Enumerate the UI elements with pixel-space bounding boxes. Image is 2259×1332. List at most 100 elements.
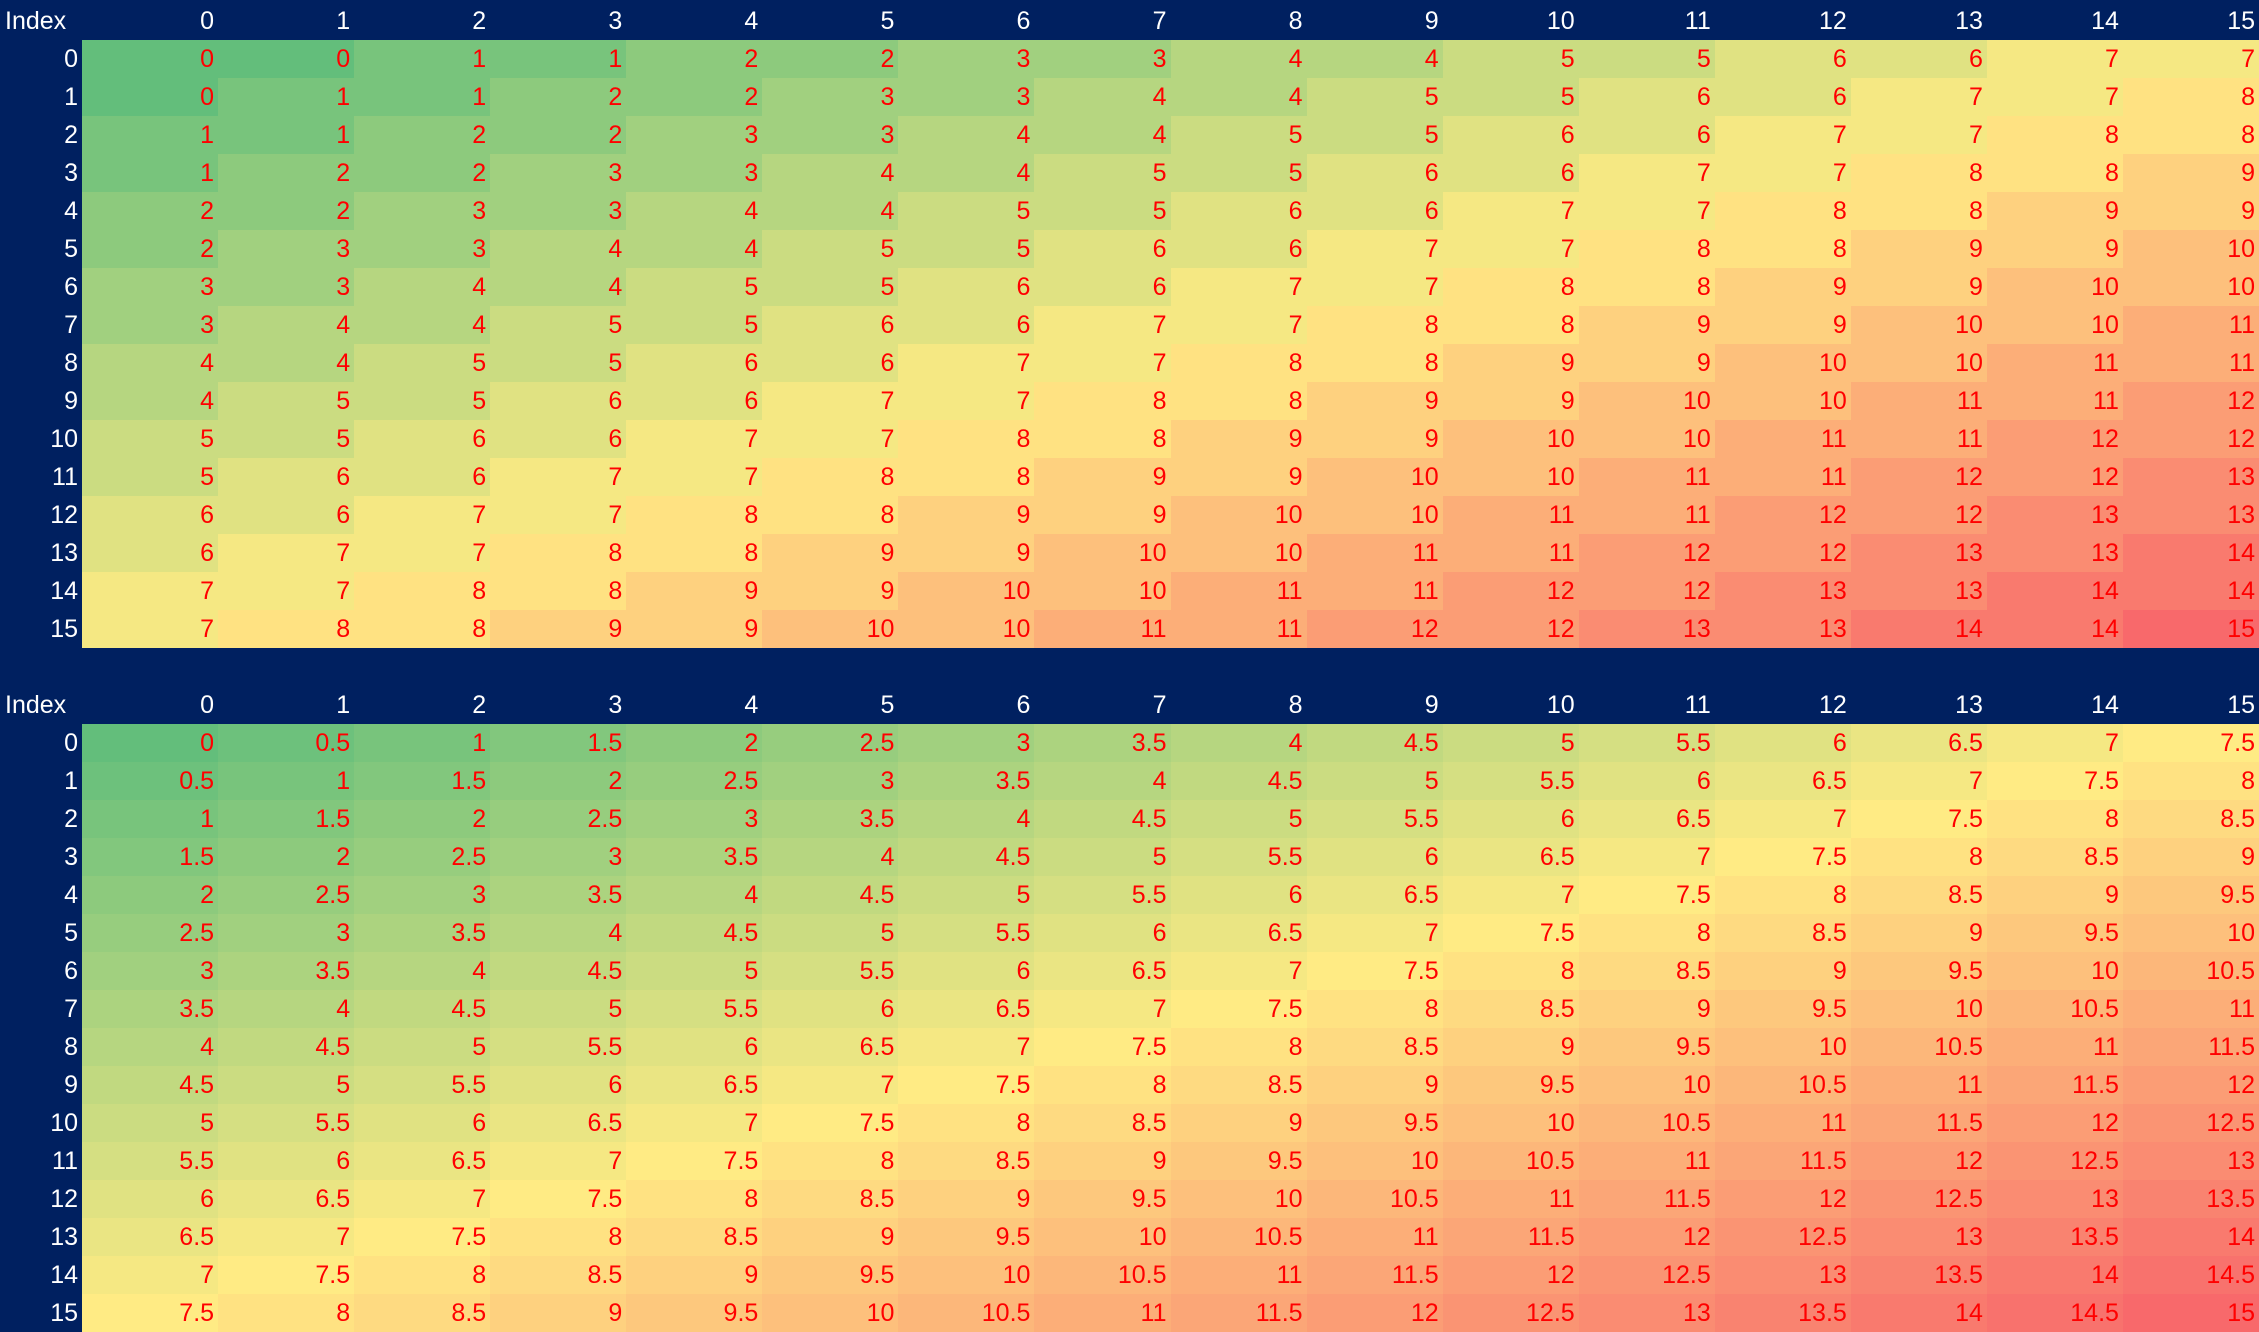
- heatmap-cell: 4: [898, 116, 1035, 154]
- heatmap-cell: 10: [2122, 230, 2259, 268]
- heatmap-cell: 6: [1578, 116, 1715, 154]
- heatmap-cell: 7: [1306, 914, 1443, 952]
- heatmap-cell: 7: [354, 496, 491, 534]
- heatmap-cell: 1: [218, 762, 355, 800]
- column-header: 14: [2091, 691, 2119, 719]
- heatmap-cell: 8: [1034, 1066, 1171, 1104]
- heatmap-cell: 4: [762, 192, 899, 230]
- heatmap-cell: 14: [1986, 610, 2123, 648]
- heatmap-cell: 3: [626, 800, 763, 838]
- row-header: 5: [64, 235, 78, 263]
- heatmap-cell: 9.5: [1714, 990, 1851, 1028]
- heatmap-cell: 6.5: [1034, 952, 1171, 990]
- heatmap-cell: 3: [82, 952, 219, 990]
- heatmap-cell: 5.5: [82, 1142, 219, 1180]
- heatmap-cell: 11: [1986, 344, 2123, 382]
- column-header: 7: [1152, 7, 1167, 35]
- heatmap-cell: 7: [898, 344, 1035, 382]
- heatmap-cell: 4.5: [1170, 762, 1307, 800]
- heatmap-cell: 7: [762, 420, 899, 458]
- heatmap-cell: 7: [1986, 78, 2123, 116]
- heatmap-cell: 5: [1578, 40, 1715, 78]
- heatmap-cell: 8: [490, 534, 627, 572]
- heatmap-cell: 10: [762, 610, 899, 648]
- heatmap-cell: 6: [1034, 230, 1171, 268]
- heatmap-cell: 9: [1578, 990, 1715, 1028]
- heatmap-cell: 9: [762, 572, 899, 610]
- heatmap-cell: 11: [2122, 306, 2259, 344]
- heatmap-cell: 3: [82, 306, 219, 344]
- row-header: 14: [50, 1261, 78, 1289]
- heatmap-cell: 9.5: [1442, 1066, 1579, 1104]
- heatmap-cell: 8.5: [354, 1294, 491, 1332]
- heatmap-cell: 11: [1442, 1180, 1579, 1218]
- heatmap-cell: 3.5: [354, 914, 491, 952]
- heatmap-cell: 7: [354, 1180, 491, 1218]
- heatmap-cell: 4: [82, 1028, 219, 1066]
- heatmap-cell: 6: [354, 458, 491, 496]
- heatmap-cell: 9: [1306, 420, 1443, 458]
- heatmap-cell: 13: [2122, 458, 2259, 496]
- heatmap-cell: 5: [82, 458, 219, 496]
- heatmap-cell: 12: [1578, 572, 1715, 610]
- heatmap-cell: 1.5: [82, 838, 219, 876]
- heatmap-cell: 5: [1442, 724, 1579, 762]
- heatmap-cell: 7.5: [1986, 762, 2123, 800]
- heatmap-cell: 3: [762, 116, 899, 154]
- heatmap-cell: 8.5: [1986, 838, 2123, 876]
- heatmap-cell: 3.5: [490, 876, 627, 914]
- heatmap-cell: 3: [354, 876, 491, 914]
- heatmap-cell: 7.5: [1034, 1028, 1171, 1066]
- heatmap-cell: 2: [218, 838, 355, 876]
- heatmap-cell: 8.5: [762, 1180, 899, 1218]
- heatmap-cell: 6.5: [1306, 876, 1443, 914]
- heatmap-cell: 7.5: [1578, 876, 1715, 914]
- heatmap-cell: 4: [898, 800, 1035, 838]
- heatmap-cell: 11: [1714, 420, 1851, 458]
- heatmap-cell: 6: [354, 420, 491, 458]
- heatmap-cell: 8: [1034, 420, 1171, 458]
- row-header: 6: [64, 273, 78, 301]
- heatmap-cell: 6: [1170, 192, 1307, 230]
- heatmap-cell: 7.5: [762, 1104, 899, 1142]
- heatmap-cell: 8.5: [1578, 952, 1715, 990]
- heatmap-cell: 10: [762, 1294, 899, 1332]
- heatmap-cell: 12: [1442, 610, 1579, 648]
- heatmap-cell: 9.5: [1170, 1142, 1307, 1180]
- heatmap-cell: 2.5: [762, 724, 899, 762]
- heatmap-cell: 10.5: [1986, 990, 2123, 1028]
- heatmap-cell: 6.5: [1442, 838, 1579, 876]
- heatmap-cell: 7: [1850, 78, 1987, 116]
- heatmap-cell: 8: [1578, 914, 1715, 952]
- heatmap-cell: 8: [2122, 762, 2259, 800]
- heatmap-cell: 2: [490, 116, 627, 154]
- heatmap-cell: 7.5: [490, 1180, 627, 1218]
- heatmap-cell: 3: [898, 78, 1035, 116]
- heatmap-cell: 7: [82, 1256, 219, 1294]
- heatmap-cell: 5: [898, 876, 1035, 914]
- heatmap-cell: 2: [626, 724, 763, 762]
- heatmap-cell: 5: [1306, 116, 1443, 154]
- heatmap-cell: 11.5: [1986, 1066, 2123, 1104]
- heatmap-cell: 10: [1850, 990, 1987, 1028]
- heatmap-cell: 12: [1986, 458, 2123, 496]
- column-header: 4: [744, 691, 759, 719]
- heatmap-cell: 7: [218, 1218, 355, 1256]
- heatmap-cell: 4.5: [626, 914, 763, 952]
- row-header: 1: [64, 767, 78, 795]
- row-header: 3: [64, 843, 78, 871]
- heatmap-cell: 9: [1442, 1028, 1579, 1066]
- heatmap-cell: 9: [2122, 838, 2259, 876]
- heatmap-cell: 2: [82, 230, 219, 268]
- column-header: 2: [472, 7, 487, 35]
- heatmap-cell: 6.5: [1850, 724, 1987, 762]
- heatmap-cell: 10.5: [898, 1294, 1035, 1332]
- heatmap-cell: 3.5: [898, 762, 1035, 800]
- heatmap-cell: 9: [626, 1256, 763, 1294]
- heatmap-cell: 6.5: [762, 1028, 899, 1066]
- row-header: 15: [50, 615, 78, 643]
- heatmap-cell: 8: [1986, 154, 2123, 192]
- heatmap-cell: 14: [2122, 1218, 2259, 1256]
- heatmap-cell: 11: [1306, 534, 1443, 572]
- heatmap-cell: 5: [1306, 78, 1443, 116]
